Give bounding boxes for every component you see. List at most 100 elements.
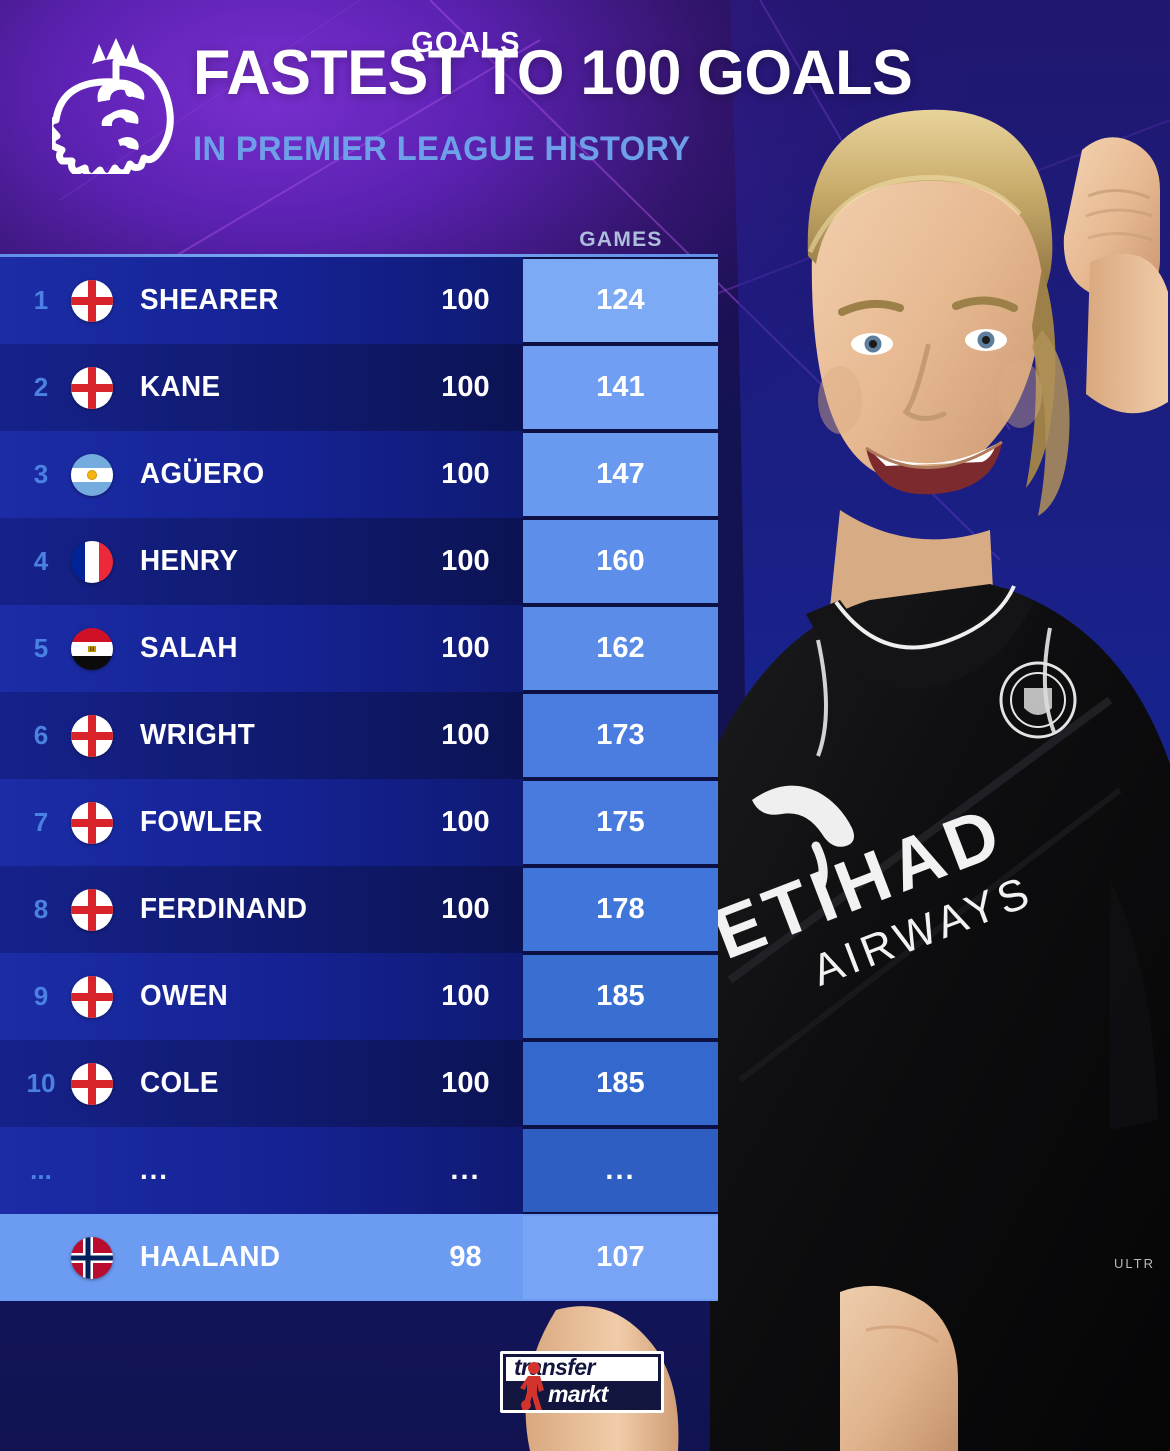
row-games-cell: 160 — [523, 518, 718, 605]
page-title: FASTEST TO 100 GOALS — [193, 38, 913, 108]
row-player-name: KANE — [140, 371, 221, 403]
row-left-cell: 5 SALAH 100 — [0, 605, 523, 692]
row-games-value: 185 — [596, 980, 645, 1012]
row-left-cell: 8 FERDINAND 100 — [0, 866, 523, 953]
row-player-name: SHEARER — [140, 284, 279, 316]
row-games-cell: ... — [523, 1127, 718, 1214]
row-left-cell: 4 HENRY 100 — [0, 518, 523, 605]
svg-text:ULTR: ULTR — [1114, 1256, 1155, 1271]
row-rank: 2 — [33, 372, 49, 402]
row-games-cell: 175 — [523, 779, 718, 866]
table-row: 8 FERDINAND 100 178 — [0, 866, 718, 953]
row-games-value: 147 — [596, 458, 645, 490]
row-rank: 3 — [33, 459, 49, 489]
row-rank: 8 — [33, 894, 49, 924]
column-header-games: GAMES — [579, 228, 663, 251]
row-left-cell: 10 COLE 100 — [0, 1040, 523, 1127]
flag-egypt-icon — [71, 628, 113, 670]
row-player-name: COLE — [140, 1067, 219, 1099]
table-top-rule — [0, 254, 718, 257]
row-left-cell: 7 FOWLER 100 — [0, 779, 523, 866]
row-goals-value: 100 — [441, 806, 490, 838]
row-games-value: 178 — [596, 893, 645, 925]
row-player-name: HENRY — [140, 545, 239, 577]
flag-argentina-icon — [71, 454, 113, 496]
table-row: 9 OWEN 100 185 — [0, 953, 718, 1040]
flag-norway-icon — [71, 1237, 113, 1279]
flag-england-icon — [71, 1063, 113, 1105]
row-rank — [14, 1214, 68, 1301]
table-row: 4 HENRY 100 160 — [0, 518, 718, 605]
row-player-name: SALAH — [140, 632, 238, 664]
row-player-name: ... — [140, 1154, 169, 1186]
row-games-cell: 147 — [523, 431, 718, 518]
table-row: ............ — [0, 1127, 718, 1214]
table-row: 10 COLE 100 185 — [0, 1040, 718, 1127]
row-left-cell: ......... — [0, 1127, 523, 1214]
table-row: 7 FOWLER 100 175 — [0, 779, 718, 866]
row-left-cell: 9 OWEN 100 — [0, 953, 523, 1040]
flag-england-icon — [71, 976, 113, 1018]
row-left-cell: 6 WRIGHT 100 — [0, 692, 523, 779]
row-games-value: ... — [605, 1154, 636, 1186]
row-games-cell: 124 — [523, 257, 718, 344]
flag-france-icon — [71, 541, 113, 583]
table-row: 5 SALAH 100 162 — [0, 605, 718, 692]
row-games-value: 173 — [596, 719, 645, 751]
row-left-cell: 3 AGÜERO 100 — [0, 431, 523, 518]
table-row: 3 AGÜERO 100 147 — [0, 431, 718, 518]
page-subtitle: IN PREMIER LEAGUE HISTORY — [193, 130, 691, 168]
row-games-cell: 162 — [523, 605, 718, 692]
row-goals-value: 100 — [441, 980, 490, 1012]
row-rank: 4 — [33, 546, 49, 576]
row-games-value: 141 — [596, 371, 645, 403]
row-rank: 7 — [33, 807, 49, 837]
premier-league-lion-icon — [46, 34, 180, 181]
row-games-cell: 107 — [523, 1214, 718, 1301]
row-games-value: 185 — [596, 1067, 645, 1099]
transfermarkt-player-icon — [520, 1362, 544, 1410]
row-left-cell: HAALAND 98 — [0, 1214, 523, 1301]
row-games-cell: 141 — [523, 344, 718, 431]
transfermarkt-logo[interactable]: transfer markt — [500, 1351, 664, 1413]
row-goals-value: 100 — [441, 719, 490, 751]
player-photo-haaland: ETIHAD AIRWAYS ULTR — [690, 0, 1170, 1451]
row-games-value: 162 — [596, 632, 645, 664]
row-player-name: FOWLER — [140, 806, 263, 838]
row-player-name: AGÜERO — [140, 458, 265, 490]
row-rank: 10 — [26, 1068, 56, 1098]
row-goals-value: 100 — [441, 458, 490, 490]
column-header-goals: GOALS — [411, 27, 521, 59]
row-goals-value: 100 — [441, 632, 490, 664]
row-games-value: 124 — [596, 284, 645, 316]
row-games-cell: 178 — [523, 866, 718, 953]
flag-england-icon — [71, 715, 113, 757]
table-row: 2 KANE 100 141 — [0, 344, 718, 431]
flag-england-icon — [71, 367, 113, 409]
row-games-cell: 173 — [523, 692, 718, 779]
row-goals-value: ... — [450, 1154, 481, 1186]
row-player-name: WRIGHT — [140, 719, 256, 751]
row-rank: ... — [30, 1155, 52, 1185]
row-goals-value: 100 — [441, 893, 490, 925]
row-rank: 6 — [33, 720, 49, 750]
row-goals-value: 98 — [449, 1241, 482, 1273]
flag-england-icon — [71, 889, 113, 931]
row-player-name: HAALAND — [140, 1241, 281, 1273]
row-goals-value: 100 — [441, 1067, 490, 1099]
flag-england-icon — [71, 802, 113, 844]
row-games-cell: 185 — [523, 953, 718, 1040]
leaderboard-table: 1 SHEARER 100 124 2 KANE 100 141 3 AGÜERO 100 147 4 H… — [0, 254, 718, 1301]
row-goals-value: 100 — [441, 371, 490, 403]
table-row: 6 WRIGHT 100 173 — [0, 692, 718, 779]
row-player-name: FERDINAND — [140, 893, 308, 925]
row-games-value: 160 — [596, 545, 645, 577]
row-left-cell: 1 SHEARER 100 — [0, 257, 523, 344]
row-left-cell: 2 KANE 100 — [0, 344, 523, 431]
row-goals-value: 100 — [441, 545, 490, 577]
row-rank: 9 — [33, 981, 49, 1011]
row-rank: 5 — [33, 633, 49, 663]
row-games-value: 107 — [596, 1241, 645, 1273]
transfermarkt-wordmark-bottom: markt — [548, 1381, 608, 1407]
